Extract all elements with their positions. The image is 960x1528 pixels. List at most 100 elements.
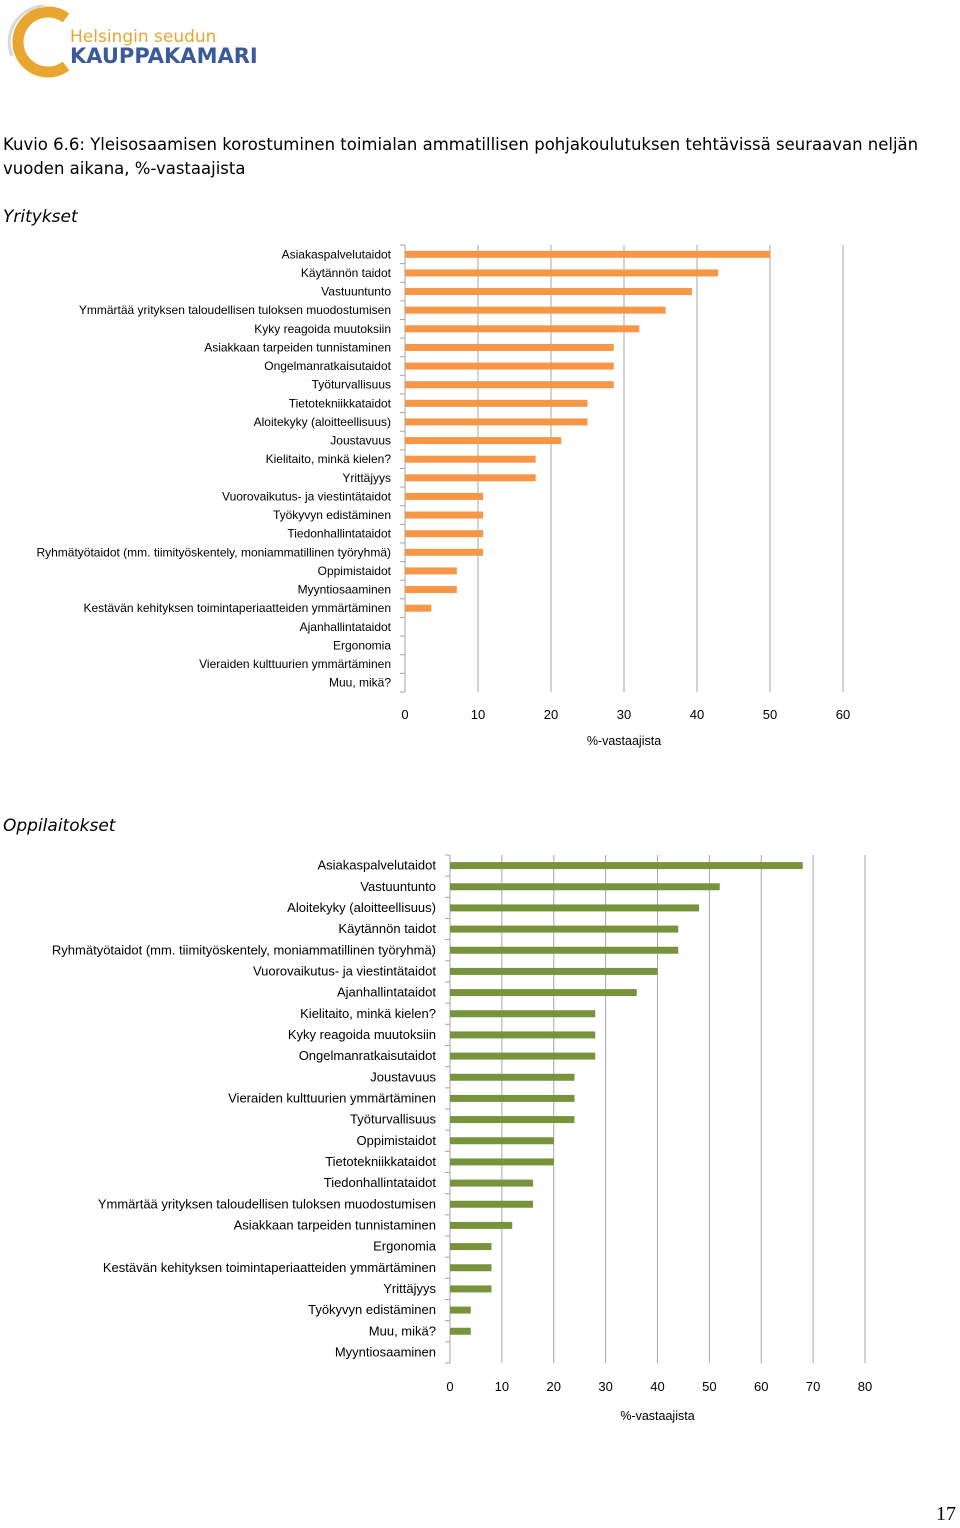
category-label: Tietotekniikkataidot [289,396,392,410]
bar [450,1243,492,1251]
bar [405,604,432,612]
category-label: Yrittäjyys [342,471,391,485]
x-tick-label: 70 [806,1379,820,1394]
schools-section-title: Oppilaitokset [3,816,116,836]
bar [450,1116,575,1124]
x-axis-title: %-vastaajista [620,1409,694,1423]
category-label: Vieraiden kulttuurien ymmärtäminen [228,1090,436,1105]
category-label: Asiakkaan tarpeiden tunnistaminen [234,1217,436,1232]
logo-c-mark [12,6,70,78]
bar [405,288,692,296]
bar [450,862,803,870]
x-tick-label: 20 [547,1379,561,1394]
bar [450,1031,596,1039]
category-label: Muu, mikä? [369,1323,436,1338]
bar [450,967,658,975]
bar [450,1327,471,1335]
category-label: Ymmärtää yrityksen taloudellisen tulokse… [79,303,391,317]
bar [450,1306,471,1314]
category-label: Kyky reagoida muutoksiin [288,1027,436,1042]
category-label: Myyntiosaaminen [335,1344,436,1359]
bar [450,1200,533,1208]
category-label: Vastuuntunto [360,879,436,894]
category-label: Ajanhallintataidot [337,985,436,1000]
category-label: Työturvallisuus [312,378,391,392]
category-label: Kyky reagoida muutoksiin [254,322,391,336]
x-tick-label: 60 [836,707,850,722]
bar [450,1158,554,1166]
logo-c-shadow [7,4,45,57]
x-tick-label: 50 [763,707,777,722]
bar [450,883,720,891]
bar [450,989,637,997]
bar [405,325,640,333]
category-label: Käytännön taidot [301,266,392,280]
category-label: Joustavuus [370,1069,436,1084]
logo-line1: Helsingin seudun [70,27,216,47]
category-label: Aloitekyky (aloitteellisuus) [254,415,391,429]
bar [450,1094,575,1102]
category-label: Ergonomia [333,638,391,652]
logo-line2: KAUPPAKAMARI [70,44,258,68]
bar [450,1010,596,1018]
bar [450,1285,492,1293]
category-label: Vastuuntunto [321,285,391,299]
category-label: Aloitekyky (aloitteellisuus) [287,900,436,915]
category-label: Tiedonhallintataidot [287,527,391,541]
bar [405,362,614,370]
category-label: Vuorovaikutus- ja viestintätaidot [253,963,436,978]
x-tick-label: 50 [702,1379,716,1394]
bar [405,343,614,351]
bar [450,1073,575,1081]
bar [450,1221,513,1229]
x-tick-label: 0 [446,1379,453,1394]
category-label: Työkyvyn edistäminen [308,1302,436,1317]
bar [405,437,562,445]
x-tick-label: 10 [471,707,485,722]
bar [450,1137,554,1145]
bar [405,474,536,482]
category-label: Oppimistaidot [318,564,392,578]
schools-bar-chart: Asiakaspalvelutaidot Vastuuntunto Aloiteky… [52,854,872,1423]
x-tick-label: 30 [598,1379,612,1394]
category-label: Ongelmanratkaisutaidot [299,1048,437,1063]
category-label: Muu, mikä? [329,676,391,690]
category-label: Ongelmanratkaisutaidot [264,359,391,373]
category-label: Ajanhallintataidot [300,620,392,634]
bar [405,548,484,556]
category-label: Työkyvyn edistäminen [273,508,391,522]
category-label: Ymmärtää yrityksen taloudellisen tulokse… [98,1196,436,1211]
category-label: Tiedonhallintataidot [324,1175,437,1190]
bar [405,586,457,594]
category-label: Tietotekniikkataidot [325,1154,436,1169]
category-label: Kielitaito, minkä kielen? [300,1006,436,1021]
bar [405,492,484,500]
page-number: 17 [936,1503,956,1525]
bar [405,567,457,575]
category-label: Oppimistaidot [357,1133,437,1148]
bar [405,250,770,258]
bar [405,455,536,463]
bar [450,1264,492,1272]
category-label: Vuorovaikutus- ja viestintätaidot [222,489,392,503]
companies-section-title: Yritykset [3,207,78,227]
category-label: Työturvallisuus [350,1112,436,1127]
category-label: Joustavuus [330,434,391,448]
bar [405,511,484,519]
x-tick-label: 10 [495,1379,509,1394]
category-label: Vieraiden kulttuurien ymmärtäminen [199,657,391,671]
figure-caption: Kuvio 6.6: Yleisosaamisen korostuminen t… [3,135,919,178]
bar [450,904,699,912]
category-label: Kestävän kehityksen toimintaperiaatteide… [103,1260,436,1275]
companies-bar-chart: Asiakaspalvelutaidot Käytännön taidot Vast… [36,244,850,748]
bar [405,399,588,407]
x-axis-title: %-vastaajista [587,734,661,748]
category-label: Kielitaito, minkä kielen? [266,452,392,466]
x-tick-label: 30 [617,707,631,722]
bar [405,306,666,314]
x-tick-label: 0 [401,707,408,722]
category-label: Asiakaspalvelutaidot [317,858,436,873]
bar [450,1052,596,1060]
category-label: Yrittäjyys [383,1281,436,1296]
bar [405,381,614,389]
